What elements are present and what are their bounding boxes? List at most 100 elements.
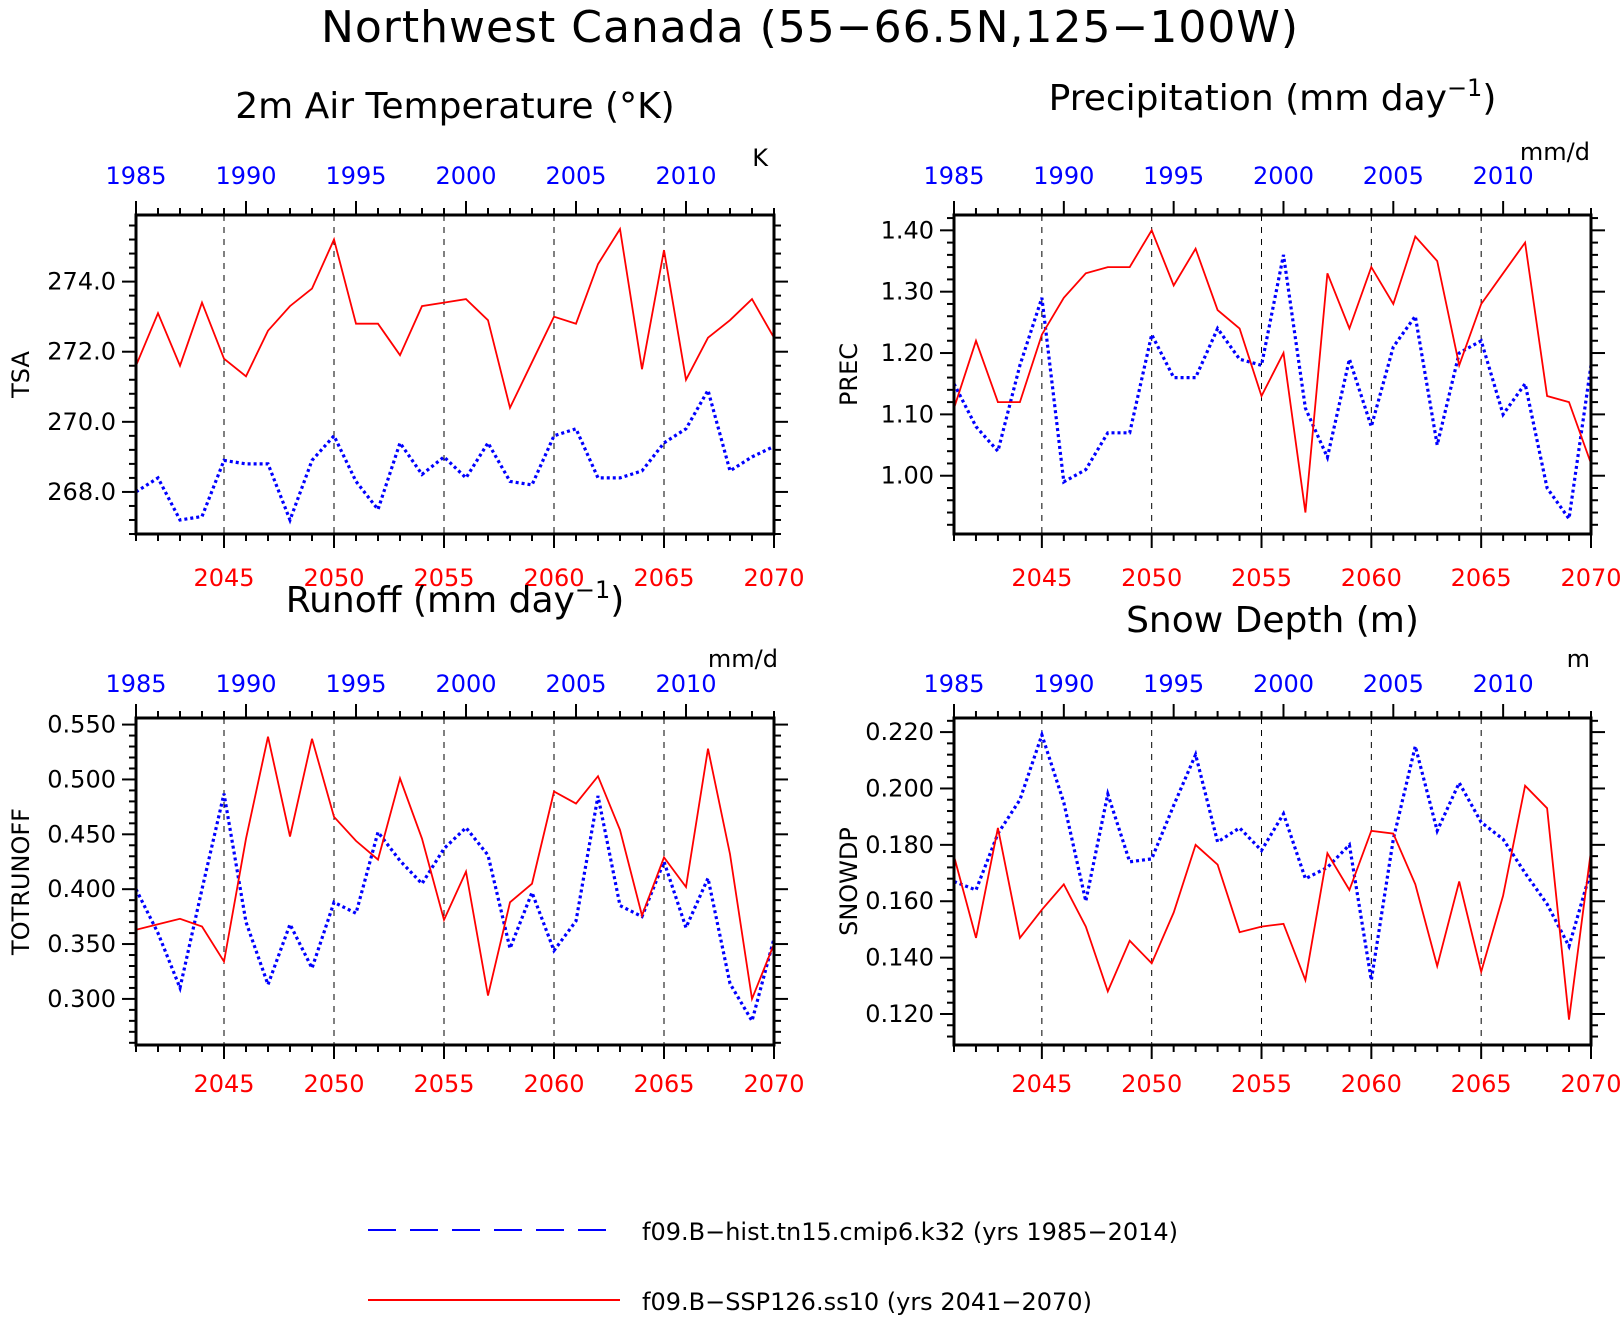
y-axis-label: TSA [7,351,35,399]
x-top-tick-label: 2005 [1363,670,1424,698]
x-top-tick-label: 1995 [1143,162,1204,190]
x-tick-label: 2045 [193,564,254,592]
series-line-ssp [954,228,1591,513]
y-tick-label: 274.0 [47,268,116,296]
series-line-hist [954,729,1591,981]
x-tick-label: 2045 [1011,1070,1072,1098]
panel-unit: K [752,144,769,172]
series-line-ssp [136,736,774,1003]
x-top-tick-label: 2010 [1473,162,1534,190]
panel-title: Runoff (mm day−1) [286,576,625,621]
x-top-tick-label: 2000 [435,670,496,698]
series-line-ssp [136,226,774,411]
legend: f09.B−hist.tn15.cmip6.k32 (yrs 1985−2014… [368,1218,1178,1316]
x-tick-label: 2050 [1121,564,1182,592]
series-line-hist [136,386,774,525]
y-tick-label: 1.20 [881,339,934,367]
y-tick-label: 0.450 [47,820,116,848]
x-tick-label: 2060 [523,1070,584,1098]
x-tick-label: 2050 [1121,1070,1182,1098]
x-top-tick-label: 1995 [1143,670,1204,698]
panel-title-sup: −1 [1447,74,1482,102]
panel-title-text: Snow Depth (m) [1126,600,1419,641]
y-tick-label: 0.120 [865,1000,934,1028]
panel-unit: mm/d [1520,138,1590,166]
x-top-tick-label: 2010 [655,162,716,190]
x-tick-label: 2045 [193,1070,254,1098]
x-tick-label: 2055 [1231,1070,1292,1098]
y-axis-label: TOTRUNOFF [7,808,35,956]
y-axis-label: PREC [835,343,863,406]
x-tick-label: 2070 [1560,1070,1621,1098]
x-top-tick-label: 2000 [435,162,496,190]
panel-title-sup: −1 [575,576,610,604]
plot-frame [952,213,1593,536]
x-tick-label: 2055 [413,1070,474,1098]
x-top-tick-label: 2005 [545,670,606,698]
plot-frame [134,716,776,1047]
x-top-tick-label: 1985 [923,162,984,190]
x-tick-label: 2050 [303,1070,364,1098]
x-tick-label: 2055 [1231,564,1292,592]
legend-ssp-label: f09.B−SSP126.ss10 (yrs 2041−2070) [642,1288,1092,1316]
y-tick-label: 270.0 [47,408,116,436]
x-top-tick-label: 1985 [923,670,984,698]
x-top-tick-label: 2005 [1363,162,1424,190]
x-top-tick-label: 1990 [215,162,276,190]
panel-title-end: ) [1482,78,1496,119]
x-tick-label: 2070 [743,1070,804,1098]
x-tick-label: 2060 [523,564,584,592]
series-line-ssp [954,783,1591,1020]
x-tick-label: 2065 [1451,1070,1512,1098]
panel-title-text: 2m Air Temperature (°K) [235,86,674,127]
x-top-tick-label: 1990 [1033,670,1094,698]
x-tick-label: 2045 [1011,564,1072,592]
panel-3: Runoff (mm day−1) mm/d TOTRUNOFF 2045 2050 20… [7,576,805,1098]
panel-title-text: Runoff (mm day [286,580,575,621]
x-tick-label: 2060 [1341,564,1402,592]
x-top-tick-label: 2000 [1253,162,1314,190]
y-tick-label: 1.30 [881,278,934,306]
panel-title: Snow Depth (m) [1126,600,1419,641]
x-top-tick-label: 2010 [655,670,716,698]
y-tick-label: 1.00 [881,462,934,490]
panel-title-text: Precipitation (mm day [1049,78,1447,119]
y-tick-label: 1.10 [881,400,934,428]
panel-title: 2m Air Temperature (°K) [235,86,674,127]
y-tick-label: 272.0 [47,338,116,366]
plot-frame [134,213,776,536]
x-tick-label: 2060 [1341,1070,1402,1098]
x-top-tick-label: 1990 [215,670,276,698]
x-top-tick-label: 1985 [105,162,166,190]
panel-unit: m [1567,645,1590,673]
x-tick-label: 2055 [413,564,474,592]
x-top-tick-label: 2000 [1253,670,1314,698]
panel-4: Snow Depth (m) m SNOWDP 2045 2050 2055 2060 206… [835,600,1621,1098]
plot-frame [952,716,1593,1047]
x-top-tick-label: 1985 [105,670,166,698]
y-tick-label: 0.140 [865,944,934,972]
panel-title: Precipitation (mm day−1) [1049,74,1497,119]
y-tick-label: 0.160 [865,887,934,915]
y-tick-label: 0.400 [47,875,116,903]
x-top-tick-label: 1995 [325,670,386,698]
x-top-tick-label: 1995 [325,162,386,190]
y-tick-label: 1.40 [881,216,934,244]
y-tick-label: 0.500 [47,765,116,793]
panels: 2m Air Temperature (°K) K TSA 2045 2050 2055 2… [7,74,1621,1098]
x-tick-label: 2050 [303,564,364,592]
y-tick-label: 0.300 [47,985,116,1013]
y-tick-label: 268.0 [47,478,116,506]
x-top-tick-label: 2010 [1473,670,1534,698]
series-line-hist [136,793,774,1025]
x-top-tick-label: 2005 [545,162,606,190]
panel-1: 2m Air Temperature (°K) K TSA 2045 2050 2055 2… [7,86,805,592]
x-tick-label: 2065 [633,564,694,592]
page-title: Northwest Canada (55−66.5N,125−100W) [321,2,1299,53]
series-line-hist [954,254,1591,523]
y-tick-label: 0.220 [865,718,934,746]
x-tick-label: 2065 [633,1070,694,1098]
x-tick-label: 2070 [1560,564,1621,592]
